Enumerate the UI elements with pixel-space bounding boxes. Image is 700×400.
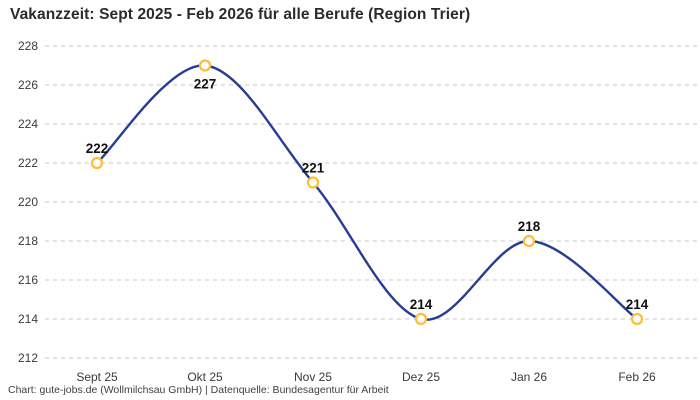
chart-footer: Chart: gute-jobs.de (Wollmilchsau GmbH) … — [8, 384, 389, 396]
data-point-label: 214 — [626, 297, 649, 312]
y-axis-tick-label: 216 — [18, 273, 38, 287]
chart-title: Vakanzzeit: Sept 2025 - Feb 2026 für all… — [10, 6, 471, 23]
x-axis-tick-label: Okt 25 — [187, 370, 223, 384]
data-point-marker[interactable] — [414, 312, 428, 326]
data-point-marker[interactable] — [90, 156, 104, 170]
data-point-marker[interactable] — [198, 59, 212, 72]
data-point-marker[interactable] — [522, 234, 536, 248]
data-point-marker[interactable] — [630, 312, 644, 326]
data-point-label: 227 — [194, 77, 217, 92]
data-point-label: 214 — [410, 297, 433, 312]
x-axis-tick-label: Nov 25 — [294, 370, 332, 384]
data-point-label: 222 — [86, 141, 109, 156]
y-axis-tick-label: 214 — [18, 312, 38, 326]
series-line — [95, 64, 639, 321]
data-point-marker[interactable] — [306, 176, 320, 189]
y-axis-tick-label: 224 — [18, 117, 38, 131]
x-axis-tick-label: Feb 26 — [618, 370, 656, 384]
y-axis-tick-label: 218 — [18, 234, 38, 248]
x-axis-tick-label: Jan 26 — [511, 370, 547, 384]
x-axis-tick-label: Sept 25 — [76, 370, 118, 384]
y-axis-tick-label: 228 — [18, 39, 38, 53]
y-axis-tick-label: 222 — [18, 156, 38, 170]
data-point-label: 221 — [302, 161, 325, 176]
x-axis-tick-label: Dez 25 — [402, 370, 440, 384]
data-point-label: 218 — [518, 219, 541, 234]
y-axis-tick-label: 220 — [18, 195, 38, 209]
y-axis-tick-label: 226 — [18, 78, 38, 92]
y-axis-tick-label: 212 — [18, 351, 38, 365]
